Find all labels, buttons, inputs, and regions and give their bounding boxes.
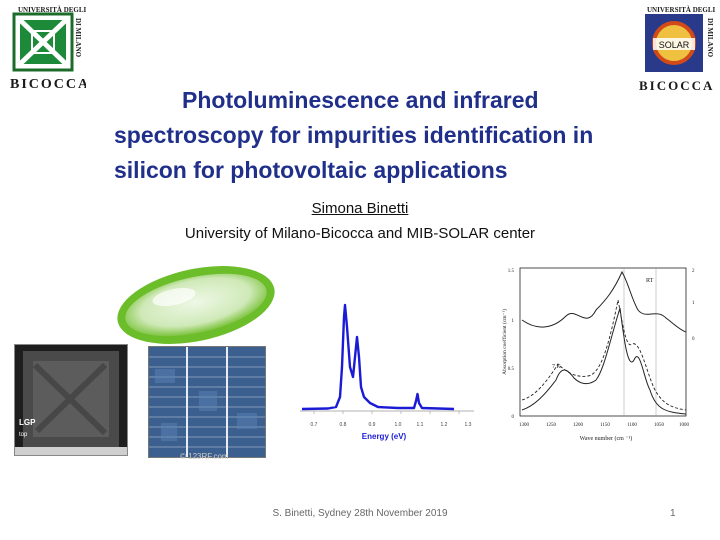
- pl-spectrum-plot: 0.7 0.8 0.9 1.0 1.1 1.2 1.3 Energy (eV): [300, 303, 474, 441]
- absorption-x-tick: 1300: [519, 423, 530, 428]
- spectrum-tick-label: 0.9: [369, 422, 376, 428]
- absorption-x-tick: 1100: [627, 423, 637, 428]
- absorption-y-tick: 1: [512, 319, 515, 324]
- absorption-x-tick: 1050: [654, 423, 665, 428]
- spectrum-x-axis-label: Energy (eV): [362, 432, 407, 441]
- absorption-y-tick: 1.5: [508, 269, 515, 274]
- magnifier-lens-image: [117, 266, 275, 344]
- solar-badge-text: SOLAR: [659, 40, 690, 50]
- mib-solar-logo-right: SOLAR UNIVERSITÀ DEGLI STUDI DI MILANO B…: [639, 6, 717, 93]
- title-line-2: spectroscopy for impurities identificati…: [114, 122, 594, 148]
- slide-footer: S. Binetti, Sydney 28th November 2019: [272, 508, 448, 519]
- image-watermark: © 123RF.com: [180, 452, 229, 461]
- logo-right-top-text: UNIVERSITÀ DEGLI STUDI: [647, 6, 717, 14]
- title-line-1: Photoluminescence and infrared: [182, 87, 539, 113]
- absorption-x-axis-label: Wave number (cm ⁻¹): [580, 435, 633, 442]
- author-name: Simona Binetti: [311, 200, 409, 217]
- logo-right-bottom-text: BICOCCA: [639, 78, 714, 93]
- logo-right-side-text: DI MILANO: [706, 18, 714, 58]
- absorption-y2-tick: 1: [692, 301, 695, 306]
- absorption-x-tick: 1200: [573, 423, 584, 428]
- spectrum-tick-label: 1.2: [441, 422, 448, 428]
- spectrum-tick-label: 1.1: [417, 422, 424, 428]
- logo-left-top-text: UNIVERSITÀ DEGLI STUDI: [18, 6, 86, 14]
- spectrum-tick-label: 1.0: [395, 422, 402, 428]
- absorption-y2-tick: 2: [692, 269, 695, 274]
- title-line-3: silicon for photovoltaic applications: [114, 157, 508, 183]
- spectrum-tick-label: 0.8: [340, 422, 347, 428]
- wafer-pl-image: LGP top: [14, 344, 128, 456]
- absorption-y-axis-label: Absorption coefficient (cm⁻¹): [501, 309, 508, 375]
- absorption-7k-label: 7 K: [552, 364, 562, 370]
- slide-title: Photoluminescence and infrared spectrosc…: [100, 83, 640, 188]
- spectrum-tick-label: 1.3: [465, 422, 472, 428]
- author-affiliation: University of Milano-Bicocca and MIB-SOL…: [184, 225, 536, 242]
- wafer-label: LGP: [19, 418, 36, 427]
- logo-left-side-text: DI MILANO: [74, 18, 82, 58]
- solar-cell-image: [148, 346, 266, 458]
- absorption-y-tick: 0: [512, 415, 515, 420]
- absorption-spectrum-plot: RT 7 K 1.5 1 0.5 0 2 1 0 1300 1250 1200 …: [501, 267, 695, 442]
- bicocca-logo-left: UNIVERSITÀ DEGLI STUDI DI MILANO BICOCCA: [10, 6, 86, 92]
- absorption-rt-label: RT: [646, 278, 654, 284]
- spectrum-tick-label: 0.7: [311, 422, 318, 428]
- absorption-y-tick: 0.5: [508, 367, 515, 372]
- absorption-y2-tick: 0: [692, 337, 695, 342]
- logo-left-bottom-text: BICOCCA: [10, 77, 86, 92]
- absorption-x-tick: 1000: [679, 423, 690, 428]
- absorption-x-tick: 1250: [546, 423, 557, 428]
- slide-page-number: 1: [670, 508, 676, 519]
- absorption-x-tick: 1150: [600, 423, 610, 428]
- wafer-sublabel: top: [19, 432, 28, 438]
